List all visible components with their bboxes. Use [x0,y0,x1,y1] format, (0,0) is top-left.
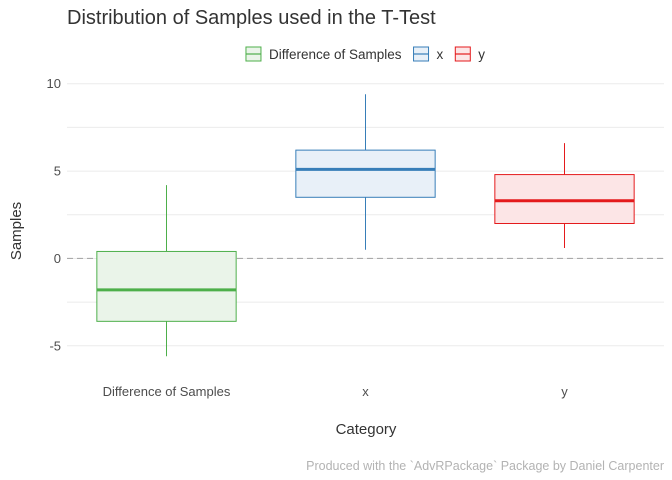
x-tick-labels: Difference of Samples x y [103,384,569,399]
legend-item: Difference of Samples [245,46,402,62]
box-iqr [295,149,436,198]
caption: Produced with the `AdvRPackage` Package … [306,459,664,473]
x-axis-title: Category [336,421,397,438]
legend-item: y [454,46,485,62]
legend-item: x [413,46,444,62]
legend-label: y [478,47,485,62]
x-tick-label: y [561,384,568,399]
box-2 [295,94,436,250]
x-tick-label: x [362,384,369,399]
x-tick-label: Difference of Samples [103,384,231,399]
y-tick-label: 0 [54,251,61,266]
legend-label: Difference of Samples [269,47,402,62]
box-iqr [494,174,635,224]
y-axis-title: Samples [8,202,25,260]
y-tick-label: 10 [47,76,61,91]
box-iqr [96,250,237,322]
legend: Difference of Samples x y [245,46,485,62]
chart-title: Distribution of Samples used in the T-Te… [67,7,436,29]
y-tick-labels: -5 0 5 10 [47,76,61,353]
box-1 [96,185,237,357]
y-tick-label: 5 [54,164,61,179]
boxes [96,94,635,357]
legend-label: x [437,47,444,62]
y-tick-label: -5 [49,338,61,353]
box-3 [494,143,635,248]
